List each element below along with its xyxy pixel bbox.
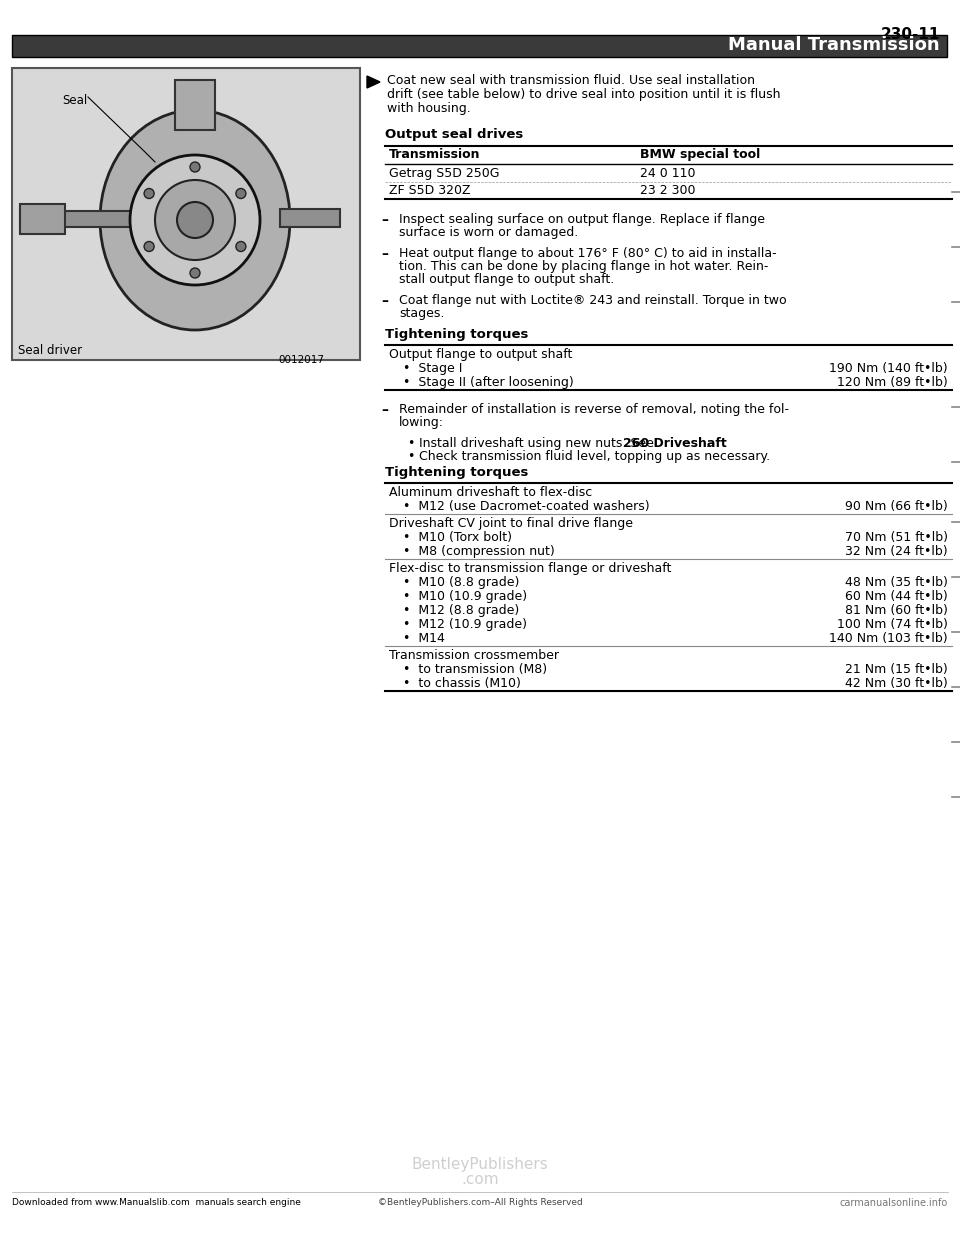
Text: –: – bbox=[381, 212, 388, 227]
Text: Flex-disc to transmission flange or driveshaft: Flex-disc to transmission flange or driv… bbox=[389, 561, 671, 575]
Text: •: • bbox=[407, 437, 415, 450]
Text: –: – bbox=[381, 294, 388, 308]
Bar bbox=[20, 211, 260, 227]
Text: 120 Nm (89 ft•lb): 120 Nm (89 ft•lb) bbox=[837, 376, 948, 389]
Text: tion. This can be done by placing flange in hot water. Rein-: tion. This can be done by placing flange… bbox=[399, 260, 768, 273]
Text: Tightening torques: Tightening torques bbox=[385, 328, 528, 342]
Text: •  M10 (10.9 grade): • M10 (10.9 grade) bbox=[403, 590, 527, 604]
Bar bbox=[12, 35, 947, 57]
Circle shape bbox=[236, 189, 246, 199]
Circle shape bbox=[144, 241, 155, 251]
Text: BMW special tool: BMW special tool bbox=[640, 148, 760, 161]
Circle shape bbox=[144, 189, 155, 199]
Text: Driveshaft CV joint to final drive flange: Driveshaft CV joint to final drive flang… bbox=[389, 517, 633, 530]
Text: Check transmission fluid level, topping up as necessary.: Check transmission fluid level, topping … bbox=[419, 450, 770, 463]
Text: Output flange to output shaft: Output flange to output shaft bbox=[389, 348, 572, 361]
Text: BentleyPublishers: BentleyPublishers bbox=[412, 1156, 548, 1171]
Bar bbox=[175, 79, 215, 130]
Text: with housing.: with housing. bbox=[387, 102, 470, 116]
Polygon shape bbox=[367, 76, 380, 88]
Text: •  to chassis (M10): • to chassis (M10) bbox=[403, 677, 521, 691]
Text: Coat new seal with transmission fluid. Use seal installation: Coat new seal with transmission fluid. U… bbox=[387, 75, 755, 87]
Text: 260 Driveshaft: 260 Driveshaft bbox=[623, 437, 727, 450]
Text: •  M12 (use Dacromet-coated washers): • M12 (use Dacromet-coated washers) bbox=[403, 501, 650, 513]
Text: Remainder of installation is reverse of removal, noting the fol-: Remainder of installation is reverse of … bbox=[399, 402, 789, 416]
Text: .: . bbox=[706, 437, 709, 450]
Text: Seal driver: Seal driver bbox=[18, 344, 83, 356]
Text: 81 Nm (60 ft•lb): 81 Nm (60 ft•lb) bbox=[845, 604, 948, 617]
Text: 70 Nm (51 ft•lb): 70 Nm (51 ft•lb) bbox=[845, 532, 948, 544]
Text: ©BentleyPublishers.com–All Rights Reserved: ©BentleyPublishers.com–All Rights Reserv… bbox=[377, 1199, 583, 1207]
Circle shape bbox=[190, 268, 200, 278]
Circle shape bbox=[130, 155, 260, 284]
Text: 32 Nm (24 ft•lb): 32 Nm (24 ft•lb) bbox=[846, 545, 948, 558]
Text: Transmission crossmember: Transmission crossmember bbox=[389, 650, 559, 662]
Text: ZF S5D 320Z: ZF S5D 320Z bbox=[389, 184, 470, 197]
Bar bbox=[20, 204, 65, 233]
Text: Tightening torques: Tightening torques bbox=[385, 466, 528, 479]
Text: 21 Nm (15 ft•lb): 21 Nm (15 ft•lb) bbox=[845, 663, 948, 676]
Text: Transmission: Transmission bbox=[389, 148, 481, 161]
Text: lowing:: lowing: bbox=[399, 416, 444, 428]
Circle shape bbox=[155, 180, 235, 260]
Text: Coat flange nut with Loctite® 243 and reinstall. Torque in two: Coat flange nut with Loctite® 243 and re… bbox=[399, 294, 786, 307]
Text: 90 Nm (66 ft•lb): 90 Nm (66 ft•lb) bbox=[845, 501, 948, 513]
Text: Aluminum driveshaft to flex-disc: Aluminum driveshaft to flex-disc bbox=[389, 486, 592, 499]
Text: Inspect sealing surface on output flange. Replace if flange: Inspect sealing surface on output flange… bbox=[399, 212, 765, 226]
Bar bbox=[12, 68, 360, 360]
Text: 60 Nm (44 ft•lb): 60 Nm (44 ft•lb) bbox=[845, 590, 948, 604]
Text: Manual Transmission: Manual Transmission bbox=[729, 36, 940, 53]
Text: 190 Nm (140 ft•lb): 190 Nm (140 ft•lb) bbox=[829, 361, 948, 375]
Text: 0012017: 0012017 bbox=[278, 355, 324, 365]
Text: 42 Nm (30 ft•lb): 42 Nm (30 ft•lb) bbox=[845, 677, 948, 691]
Text: 48 Nm (35 ft•lb): 48 Nm (35 ft•lb) bbox=[845, 576, 948, 589]
Circle shape bbox=[190, 161, 200, 171]
Circle shape bbox=[236, 241, 246, 251]
Text: Downloaded from www.Manualslib.com  manuals search engine: Downloaded from www.Manualslib.com manua… bbox=[12, 1199, 300, 1207]
Text: drift (see table below) to drive seal into position until it is flush: drift (see table below) to drive seal in… bbox=[387, 88, 780, 101]
Text: 230-11: 230-11 bbox=[880, 27, 940, 42]
Text: Getrag S5D 250G: Getrag S5D 250G bbox=[389, 166, 499, 180]
Text: Seal: Seal bbox=[62, 94, 87, 107]
Text: •  Stage II (after loosening): • Stage II (after loosening) bbox=[403, 376, 574, 389]
Ellipse shape bbox=[100, 111, 290, 330]
Text: •  M14: • M14 bbox=[403, 632, 444, 645]
Bar bbox=[280, 209, 340, 227]
Text: 23 2 300: 23 2 300 bbox=[640, 184, 695, 197]
Text: stall output flange to output shaft.: stall output flange to output shaft. bbox=[399, 273, 614, 286]
Text: 100 Nm (74 ft•lb): 100 Nm (74 ft•lb) bbox=[837, 619, 948, 631]
Text: surface is worn or damaged.: surface is worn or damaged. bbox=[399, 226, 578, 238]
Text: 24 0 110: 24 0 110 bbox=[640, 166, 695, 180]
Text: stages.: stages. bbox=[399, 307, 444, 320]
Text: 140 Nm (103 ft•lb): 140 Nm (103 ft•lb) bbox=[829, 632, 948, 645]
Text: •  M10 (8.8 grade): • M10 (8.8 grade) bbox=[403, 576, 519, 589]
Text: •: • bbox=[407, 450, 415, 463]
Circle shape bbox=[177, 202, 213, 238]
Text: Install driveshaft using new nuts. See: Install driveshaft using new nuts. See bbox=[419, 437, 658, 450]
Text: carmanualsonline.info: carmanualsonline.info bbox=[840, 1199, 948, 1208]
Text: •  M8 (compression nut): • M8 (compression nut) bbox=[403, 545, 555, 558]
Text: •  Stage I: • Stage I bbox=[403, 361, 463, 375]
Text: –: – bbox=[381, 247, 388, 261]
Text: Heat output flange to about 176° F (80° C) to aid in installa-: Heat output flange to about 176° F (80° … bbox=[399, 247, 777, 260]
Text: •  M10 (Torx bolt): • M10 (Torx bolt) bbox=[403, 532, 512, 544]
Text: .com: .com bbox=[461, 1171, 499, 1186]
Text: –: – bbox=[381, 402, 388, 417]
Text: •  to transmission (M8): • to transmission (M8) bbox=[403, 663, 547, 676]
Text: •  M12 (8.8 grade): • M12 (8.8 grade) bbox=[403, 604, 519, 617]
Text: •  M12 (10.9 grade): • M12 (10.9 grade) bbox=[403, 619, 527, 631]
Text: Output seal drives: Output seal drives bbox=[385, 128, 523, 142]
